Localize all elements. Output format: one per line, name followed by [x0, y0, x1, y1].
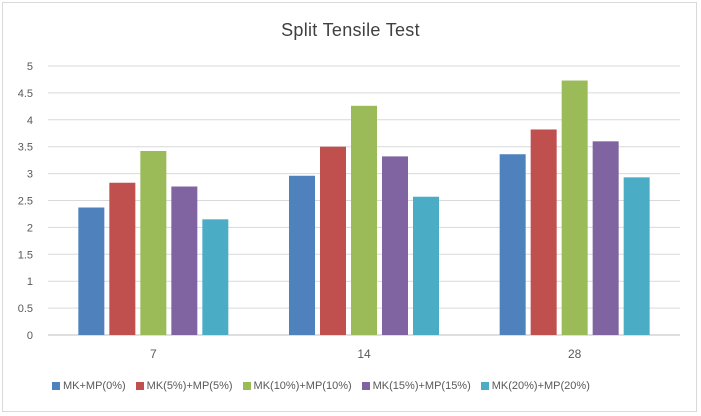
y-tick-label: 2.5: [18, 196, 33, 208]
bar: [592, 141, 619, 335]
x-category-label: 7: [150, 347, 157, 361]
bars: [78, 80, 650, 335]
bar: [623, 177, 650, 335]
y-tick-label: 5: [27, 61, 33, 73]
bar: [171, 186, 198, 335]
y-tick-label: 4.5: [18, 88, 33, 100]
y-axis-ticks: 0 0.5 1 1.5 2 2.5 3 3.5 4 4.5 5: [18, 61, 33, 342]
y-tick-label: 1.5: [18, 249, 33, 261]
legend-swatch: [361, 382, 370, 390]
bar: [413, 196, 439, 335]
bar: [561, 80, 588, 335]
legend-swatch: [135, 382, 144, 390]
bar: [530, 129, 557, 335]
legend-item: MK+MP(0%): [52, 380, 126, 392]
bar: [202, 219, 229, 335]
x-category-label: 28: [568, 347, 582, 361]
bar: [351, 105, 377, 335]
y-tick-label: 3: [27, 169, 33, 181]
legend-label: MK(5%)+MP(5%): [146, 380, 233, 392]
legend-item: MK(5%)+MP(5%): [135, 380, 233, 392]
legend-label: MK+MP(0%): [63, 380, 126, 392]
legend-label: MK(15%)+MP(15%): [372, 380, 471, 392]
legend-item: MK(20%)+MP(20%): [480, 380, 590, 392]
y-tick-label: 1: [27, 276, 33, 288]
legend-item: MK(15%)+MP(15%): [361, 380, 471, 392]
y-tick-label: 0: [27, 330, 33, 342]
bar: [289, 175, 315, 335]
legend-swatch: [242, 382, 251, 390]
bar: [78, 207, 105, 335]
bar: [382, 156, 408, 335]
bar: [109, 182, 136, 335]
legend-item: MK(10%)+MP(10%): [242, 380, 352, 392]
x-category-label: 14: [357, 347, 371, 361]
legend-swatch: [480, 382, 489, 390]
y-tick-label: 4: [27, 115, 33, 127]
legend-swatch: [52, 382, 60, 390]
legend-label: MK(10%)+MP(10%): [253, 380, 352, 392]
y-tick-label: 0.5: [18, 303, 33, 315]
chart-title: Split Tensile Test: [281, 20, 420, 40]
bar: [499, 154, 526, 335]
y-tick-label: 2: [27, 222, 33, 234]
legend-label: MK(20%)+MP(20%): [491, 380, 590, 392]
bar: [320, 146, 346, 335]
y-tick-label: 3.5: [18, 142, 33, 154]
legend: MK+MP(0%) MK(5%)+MP(5%) MK(10%)+MP(10%) MK(…: [52, 377, 600, 395]
x-axis-categories: 7 14 28: [150, 347, 582, 361]
bar: [140, 151, 167, 335]
